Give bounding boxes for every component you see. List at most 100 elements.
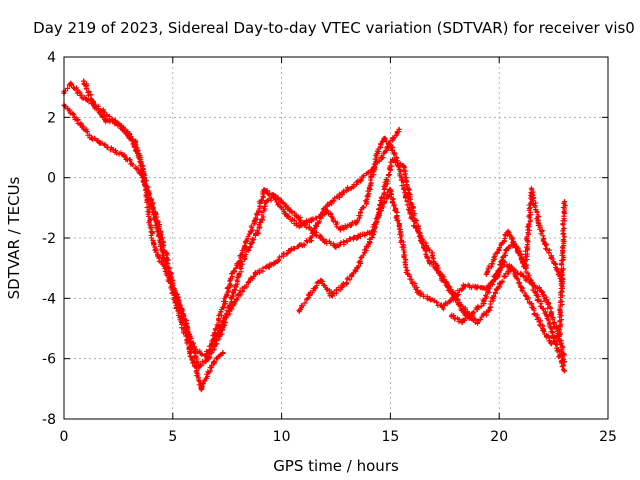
data-point [381,135,387,141]
data-point [533,292,539,298]
data-point [102,117,108,123]
data-point [194,368,200,374]
y-axis-label: SDTVAR / TECUs [5,176,23,299]
data-point [540,326,546,331]
data-point [505,229,511,235]
y-tick-label: -6 [42,352,56,368]
y-tick-label: -4 [42,291,56,307]
data-point [318,277,324,283]
data-point [509,265,515,271]
data-point [483,271,489,277]
data-point [148,229,154,235]
data-point [494,250,500,256]
data-point [440,304,446,310]
data-point [83,96,89,102]
data-point [472,283,478,289]
data-point [307,292,313,298]
data-point [179,319,185,325]
data-point [242,244,248,250]
data-point [287,247,293,253]
data-point [418,235,424,241]
x-tick-label: 10 [273,429,291,445]
data-point [170,289,176,295]
data-point [396,126,402,132]
data-point [115,120,121,126]
data-point [427,295,433,301]
data-point [340,283,346,289]
data-point [307,238,313,244]
data-point [333,244,339,250]
data-point [400,163,406,169]
data-point [496,283,502,289]
grid [64,57,608,419]
data-point [448,313,454,319]
data-point [535,220,541,226]
data-point [255,229,261,235]
data-point [440,277,446,283]
data-point [514,244,520,250]
data-point [518,283,524,289]
data-point [218,332,224,338]
data-point [551,259,557,265]
data-point [105,145,111,150]
data-point [557,332,563,338]
x-tick-label: 25 [599,429,617,445]
x-axis-label: GPS time / hours [273,457,399,475]
data-point [518,271,524,277]
data-point [459,319,465,325]
data-point [383,181,389,187]
data-point [366,241,372,247]
data-point [416,289,422,295]
y-tick-label: -8 [42,412,56,428]
data-point [557,338,563,344]
data-point [100,108,106,114]
y-tick-label: 2 [47,110,56,126]
data-point [407,211,413,217]
data-point [353,268,359,274]
x-tick-label: 20 [490,429,508,445]
series-sat-f [448,199,568,347]
data-point [529,304,535,310]
data-point [461,283,467,289]
data-point [522,262,528,268]
data-point [270,193,276,199]
data-point [220,304,226,310]
data-point [501,259,507,265]
data-point [353,220,359,226]
data-point [159,235,165,241]
data-point [387,187,393,193]
data-point [263,199,269,205]
data-point [324,208,330,214]
data-point [503,247,509,253]
data-point [209,341,215,347]
chart-title: Day 219 of 2023, Sidereal Day-to-day VTE… [33,19,635,37]
data-point [337,226,343,232]
data-point [451,295,457,301]
data-point [548,310,554,316]
data-point [296,307,302,313]
data-point [122,154,128,160]
x-tick-label: 0 [60,429,69,445]
data-point [559,280,565,286]
data-point [155,253,161,259]
data-point [163,268,169,274]
data-points [61,78,568,393]
data-point [252,271,258,277]
series-markers [61,102,474,370]
data-point [205,356,211,362]
data-point [561,199,567,205]
data-point [187,350,193,356]
data-point [374,151,380,157]
data-point [252,217,258,223]
data-point [261,187,267,193]
data-point [74,117,80,123]
series-markers [81,78,226,393]
data-point [383,148,389,154]
y-tick-label: 4 [47,50,56,66]
data-point [561,368,567,374]
data-point [492,274,498,280]
series-sat-c [81,78,226,393]
data-point [427,247,433,253]
data-point [318,235,324,241]
